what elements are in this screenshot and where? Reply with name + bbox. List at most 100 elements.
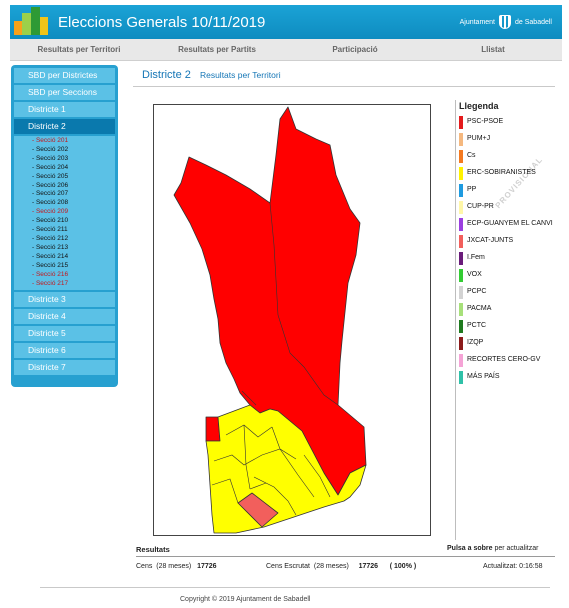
legend-label: Cs — [467, 152, 476, 159]
legend: Llegenda PSC-PSOE PUM+J Cs ERC-SOBIRANISTES… — [459, 101, 561, 388]
sidebar-seccio-item[interactable]: - Secció 205 — [32, 172, 69, 180]
sidebar-seccio-item[interactable]: - Secció 204 — [32, 163, 69, 171]
sidebar-item-districte-2[interactable]: Districte 2 — [14, 119, 115, 134]
legend-item: MÁS PAÍS — [459, 371, 561, 384]
nav-resultats-partits[interactable]: Resultats per Partits — [178, 45, 256, 54]
nav-resultats-territori[interactable]: Resultats per Territori — [37, 45, 121, 54]
sidebar-item-districte-4[interactable]: Districte 4 — [14, 309, 115, 325]
legend-swatch — [459, 252, 463, 265]
updated-time: Actualitzat: 0:16:58 — [483, 563, 543, 570]
sidebar-item-districte-5[interactable]: Districte 5 — [14, 326, 115, 342]
sidebar-seccio-item[interactable]: - Secció 203 — [32, 154, 69, 162]
sidebar-seccio-item[interactable]: - Secció 208 — [32, 199, 69, 207]
sidebar-item-districte-3[interactable]: Districte 3 — [14, 292, 115, 308]
app-header: Eleccions Generals 10/11/2019 Ajuntament… — [10, 5, 562, 39]
sidebar-item-sbd-districtes[interactable]: SBD per Districtes — [14, 68, 115, 83]
nav-llistat[interactable]: Llistat — [481, 45, 505, 54]
legend-item: PP — [459, 184, 561, 197]
district-map — [153, 104, 431, 536]
legend-swatch — [459, 354, 463, 367]
legend-swatch — [459, 167, 463, 180]
results-heading: Resultats — [136, 545, 170, 554]
sidebar-seccio-item[interactable]: - Secció 211 — [32, 226, 68, 234]
legend-divider — [455, 100, 456, 540]
legend-label: ERC-SOBIRANISTES — [467, 169, 536, 176]
sidebar-item-districte-6[interactable]: Districte 6 — [14, 343, 115, 359]
legend-label: PCPC — [467, 288, 487, 295]
cens-value: 17726 — [197, 563, 217, 570]
sidebar-item-sbd-seccions[interactable]: SBD per Seccions — [14, 85, 115, 100]
legend-item: PUM+J — [459, 133, 561, 146]
refresh-link-rest: per actualitzar — [492, 545, 539, 552]
sidebar-seccio-item[interactable]: - Secció 212 — [32, 234, 69, 242]
city-crest-icon — [499, 15, 512, 29]
sidebar-seccio-item[interactable]: - Secció 201 — [32, 137, 69, 144]
legend-item: CUP-PR — [459, 201, 561, 214]
refresh-link[interactable]: Pulsa a sobre per actualitzar — [447, 545, 538, 552]
legend-swatch — [459, 303, 463, 316]
legend-item: PACMA — [459, 303, 561, 316]
legend-swatch — [459, 218, 463, 231]
legend-item: PCPC — [459, 286, 561, 299]
cens-stat: Cens (28 meses) 17726 — [136, 563, 217, 570]
legend-item: Cs — [459, 150, 561, 163]
legend-item: VOX — [459, 269, 561, 282]
cens-escrutat-value: 17726 — [358, 563, 379, 570]
main-nav: Resultats per Territori Resultats per Pa… — [10, 39, 562, 61]
legend-swatch — [459, 116, 463, 129]
legend-label: PP — [467, 186, 477, 193]
legend-item: ECP-GUANYEM EL CANVI — [459, 218, 561, 231]
cens-period: (28 meses) — [156, 563, 192, 570]
legend-label: ECP-GUANYEM EL CANVI — [467, 220, 553, 227]
page-subtitle: Resultats per Territori — [199, 70, 281, 80]
sidebar-seccio-item[interactable]: - Secció 210 — [32, 217, 69, 225]
nav-participacio[interactable]: Participació — [332, 45, 378, 54]
sidebar-seccio-item[interactable]: - Secció 216 — [32, 270, 69, 278]
sidebar-seccio-item[interactable]: - Secció 214 — [32, 252, 69, 260]
bar-chart-logo-icon — [14, 7, 50, 37]
results-divider — [136, 556, 555, 557]
seccions-list: - Secció 201- Secció 202- Secció 203- Se… — [14, 136, 115, 291]
legend-swatch — [459, 235, 463, 248]
map-region-jxcat-section[interactable] — [237, 492, 279, 528]
page-title: Districte 2 Resultats per Territori — [142, 69, 281, 81]
legend-swatch — [459, 269, 463, 282]
city-label: de Sabadell — [515, 18, 552, 26]
app-title: Eleccions Generals 10/11/2019 — [58, 13, 266, 31]
title-divider — [133, 86, 555, 87]
legend-label: PUM+J — [467, 135, 491, 142]
legend-label: JXCAT-JUNTS — [467, 237, 514, 244]
legend-swatch — [459, 150, 463, 163]
legend-label: VOX — [467, 271, 482, 278]
ajuntament-label: Ajuntament — [459, 18, 496, 26]
legend-item: JXCAT-JUNTS — [459, 235, 561, 248]
copyright: Copyright © 2019 Ajuntament de Sabadell — [180, 596, 311, 603]
sidebar-item-districte-7[interactable]: Districte 7 — [14, 360, 115, 376]
sidebar-seccio-item[interactable]: - Secció 217 — [32, 279, 69, 287]
sidebar-seccio-item[interactable]: - Secció 215 — [32, 261, 69, 269]
sidebar-item-districte-1[interactable]: Districte 1 — [14, 102, 115, 117]
district-title: Districte 2 — [142, 69, 191, 81]
cens-escrutat-stat: Cens Escrutat (28 meses) 17726 ( 100% ) — [266, 563, 416, 570]
legend-item: RECORTES CERO-GV — [459, 354, 561, 367]
legend-item: ERC-SOBIRANISTES — [459, 167, 561, 180]
sidebar-seccio-item[interactable]: - Secció 207 — [32, 190, 69, 198]
legend-item: IZQP — [459, 337, 561, 350]
ajuntament-logo[interactable]: Ajuntament de Sabadell — [460, 15, 552, 29]
legend-label: PACMA — [467, 305, 492, 312]
map-region-psc-north[interactable] — [173, 106, 367, 496]
legend-title: Llegenda — [459, 101, 499, 111]
legend-swatch — [459, 133, 463, 146]
legend-label: IZQP — [467, 339, 484, 346]
sidebar-seccio-item[interactable]: - Secció 209 — [32, 208, 69, 216]
sidebar-seccio-item[interactable]: - Secció 206 — [32, 181, 69, 189]
sidebar-seccio-item[interactable]: - Secció 202 — [32, 145, 69, 153]
footer-divider — [40, 587, 550, 588]
legend-item: PCTC — [459, 320, 561, 333]
legend-label: CUP-PR — [467, 203, 494, 210]
cens-label: Cens — [136, 563, 153, 570]
legend-label: I.Fem — [467, 254, 485, 261]
legend-swatch — [459, 371, 463, 384]
legend-swatch — [459, 337, 463, 350]
sidebar-seccio-item[interactable]: - Secció 213 — [32, 243, 69, 251]
